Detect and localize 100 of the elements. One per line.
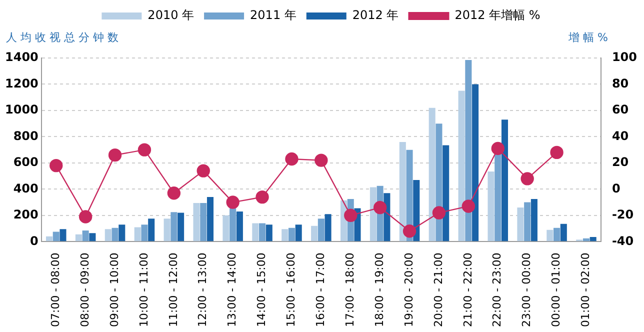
point xyxy=(520,172,534,186)
bar xyxy=(399,142,406,242)
x-tick-label: 01:00 - 02:00 xyxy=(579,252,592,328)
y2-tick-label: 40 xyxy=(612,128,629,143)
y2-tick-label: 20 xyxy=(612,155,629,170)
bar xyxy=(46,236,53,242)
bar xyxy=(200,202,207,242)
point xyxy=(196,164,210,178)
point xyxy=(314,154,328,167)
x-tick-label: 13:00 - 14:00 xyxy=(226,252,239,328)
bar xyxy=(370,187,376,242)
bar xyxy=(428,108,436,242)
x-tick-label: 10:00 - 11:00 xyxy=(137,252,150,328)
y2-axis-title: 增 幅 % xyxy=(568,30,608,45)
y2-tick-label: 60 xyxy=(612,102,629,117)
bar xyxy=(590,237,596,242)
y-tick-label: 1400 xyxy=(4,50,38,64)
x-tick-label: 14:00 - 15:00 xyxy=(255,252,268,328)
y2-tick-label: 80 xyxy=(612,76,629,90)
bar xyxy=(458,90,465,242)
y-tick-label: 200 xyxy=(13,208,38,222)
bar xyxy=(295,224,302,242)
bar xyxy=(60,229,66,242)
bar xyxy=(104,229,112,242)
bar xyxy=(259,223,266,242)
y2-tick-label: -40 xyxy=(612,234,634,248)
bar xyxy=(236,211,243,242)
y-tick-label: 600 xyxy=(13,155,38,170)
bar xyxy=(318,218,324,242)
y-tick-label: 1200 xyxy=(4,76,38,90)
bar xyxy=(222,215,230,242)
bar xyxy=(465,60,472,242)
point xyxy=(256,190,269,204)
x-tick-label: 08:00 - 09:00 xyxy=(78,252,92,328)
y-tick-label: 1000 xyxy=(4,102,38,117)
bar xyxy=(517,208,524,242)
y-tick-label: 400 xyxy=(13,181,38,196)
bar xyxy=(148,218,155,242)
x-tick-label: 17:00 - 18:00 xyxy=(343,252,356,328)
y-tick-label: 0 xyxy=(30,234,38,248)
bar xyxy=(311,226,318,242)
point xyxy=(226,196,240,209)
bar xyxy=(134,227,141,242)
bar xyxy=(501,120,508,242)
bar xyxy=(524,202,531,242)
bar xyxy=(164,218,170,242)
x-tick-label: 21:00 - 22:00 xyxy=(461,252,474,328)
bar xyxy=(282,229,288,242)
x-tick-label: 15:00 - 16:00 xyxy=(284,252,298,328)
y2-tick-label: 0 xyxy=(612,181,620,196)
bar xyxy=(82,230,89,242)
bar xyxy=(141,224,148,242)
point xyxy=(138,143,152,156)
bar xyxy=(193,202,200,242)
y2-tick-label: 100 xyxy=(612,50,638,64)
legend-label: 2010 年 xyxy=(148,8,194,22)
point xyxy=(344,208,358,222)
point xyxy=(491,142,504,156)
x-tick-label: 00:00 - 01:00 xyxy=(550,252,563,328)
x-tick-label: 19:00 - 20:00 xyxy=(402,252,416,328)
bar xyxy=(472,84,479,242)
point xyxy=(402,224,416,238)
legend-label: 2011 年 xyxy=(250,8,296,22)
bar xyxy=(252,223,259,242)
x-tick-label: 20:00 - 21:00 xyxy=(432,252,445,328)
bar xyxy=(546,230,554,242)
bar xyxy=(442,145,450,242)
x-tick-label: 07:00 - 08:00 xyxy=(48,252,62,328)
point xyxy=(78,210,92,224)
y-tick-label: 800 xyxy=(13,128,38,143)
point xyxy=(167,186,181,200)
point xyxy=(462,200,476,213)
point xyxy=(285,152,298,166)
point xyxy=(432,206,446,220)
x-tick-label: 18:00 - 19:00 xyxy=(372,252,386,328)
bar xyxy=(530,199,538,242)
bar xyxy=(230,208,236,242)
bar xyxy=(118,224,126,242)
x-tick-label: 12:00 - 13:00 xyxy=(196,252,210,328)
bar xyxy=(266,224,272,242)
x-tick-label: 09:00 - 10:00 xyxy=(108,252,121,328)
bar xyxy=(112,228,118,242)
bar xyxy=(324,214,332,242)
bar xyxy=(413,180,420,242)
legend-label: 2012 年 xyxy=(352,8,399,22)
y2-tick-label: -20 xyxy=(612,208,634,222)
x-tick-label: 11:00 - 12:00 xyxy=(166,252,180,328)
bar xyxy=(488,171,494,242)
x-tick-label: 22:00 - 23:00 xyxy=(490,252,504,328)
bar xyxy=(170,212,178,242)
x-tick-label: 16:00 - 17:00 xyxy=(314,252,328,328)
bar xyxy=(560,224,567,242)
bar xyxy=(52,232,60,242)
point xyxy=(50,158,63,172)
bar xyxy=(75,234,82,242)
bar xyxy=(206,197,214,242)
bar xyxy=(554,228,560,242)
point xyxy=(373,200,387,214)
bar xyxy=(178,212,184,242)
legend-label: 2012 年增幅 % xyxy=(454,8,540,22)
